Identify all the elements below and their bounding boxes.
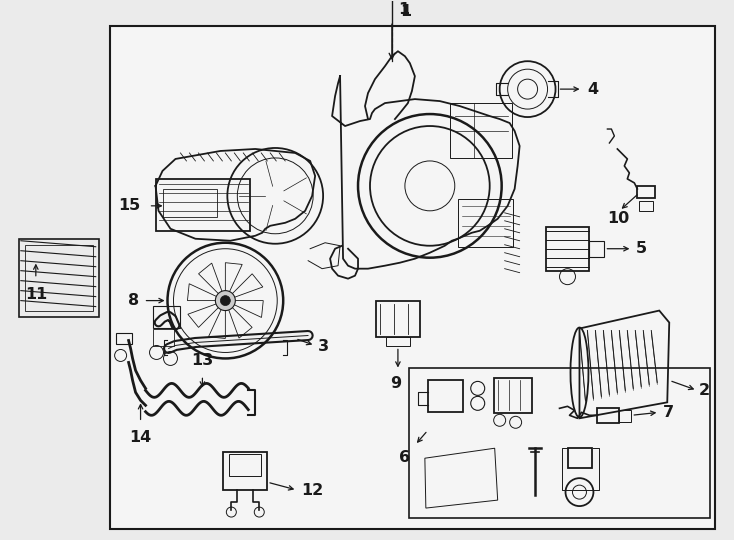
Bar (19, 239, 98, 316)
Text: 11: 11 (25, 287, 47, 302)
Text: 5: 5 (636, 241, 647, 256)
Bar (589, 241, 604, 256)
Bar (428, 380, 462, 413)
Bar (458, 199, 512, 247)
Bar (494, 379, 531, 413)
Text: 14: 14 (129, 430, 152, 445)
Text: 1: 1 (400, 4, 411, 19)
Bar (545, 227, 589, 271)
Text: 1: 1 (398, 2, 409, 17)
Bar (153, 306, 181, 328)
Text: 12: 12 (301, 483, 324, 498)
Bar (153, 328, 175, 347)
Text: 3: 3 (318, 339, 330, 354)
Bar (409, 368, 711, 518)
Bar (637, 186, 655, 198)
Text: 4: 4 (587, 82, 598, 97)
Bar (597, 408, 619, 423)
Bar (162, 189, 217, 217)
Bar (25, 245, 92, 310)
Text: 15: 15 (118, 198, 141, 213)
Bar (116, 333, 131, 345)
Bar (450, 103, 512, 158)
Bar (229, 454, 261, 476)
Circle shape (220, 295, 230, 306)
Text: 13: 13 (192, 353, 214, 368)
Text: 8: 8 (128, 293, 139, 308)
Bar (223, 452, 267, 490)
Bar (156, 179, 250, 231)
Circle shape (215, 291, 236, 310)
Text: 10: 10 (608, 211, 630, 226)
Bar (376, 301, 420, 336)
Text: 7: 7 (664, 405, 675, 420)
Text: 9: 9 (390, 376, 401, 392)
Text: 6: 6 (399, 450, 410, 465)
Bar (109, 26, 715, 529)
Bar (386, 336, 410, 347)
Text: 2: 2 (700, 383, 711, 398)
Bar (639, 201, 653, 211)
Bar (567, 448, 592, 468)
Bar (619, 410, 631, 422)
